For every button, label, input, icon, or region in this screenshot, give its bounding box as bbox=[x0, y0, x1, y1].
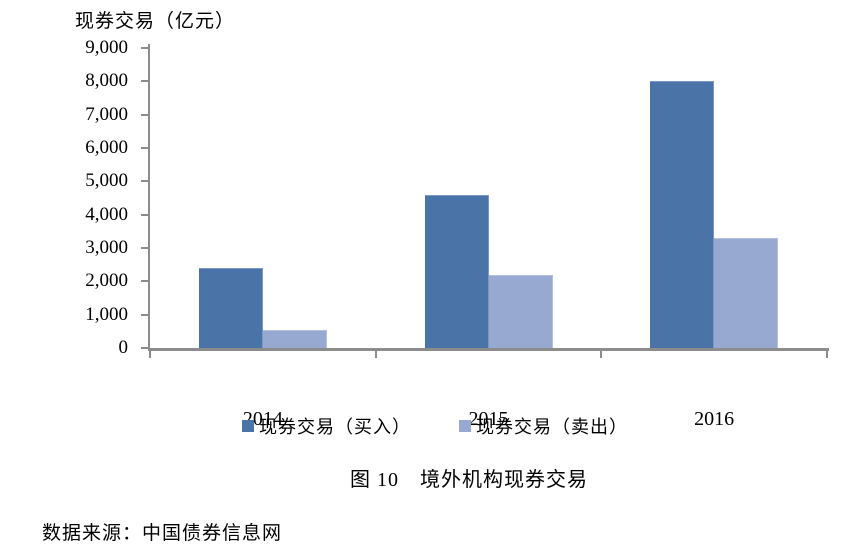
bar-2016-series-0 bbox=[650, 81, 714, 348]
y-axis-tick bbox=[141, 313, 148, 316]
y-axis-tick bbox=[141, 80, 148, 83]
bar-2015-series-1 bbox=[489, 275, 553, 348]
bar-2016-series-1 bbox=[714, 238, 778, 348]
y-axis-tick bbox=[141, 213, 148, 216]
x-axis-tick bbox=[600, 351, 603, 358]
y-axis-tick-label: 0 bbox=[118, 337, 129, 358]
y-axis-tick-label: 1,000 bbox=[85, 303, 128, 325]
y-axis-tick bbox=[141, 347, 148, 349]
y-axis-tick-label: 7,000 bbox=[85, 103, 128, 125]
legend-item-label: 现券交易（卖出） bbox=[476, 417, 628, 437]
x-axis-tick bbox=[826, 351, 828, 358]
y-axis-tick-label: 6,000 bbox=[85, 137, 128, 158]
y-axis-tick-label: 3,000 bbox=[85, 237, 128, 258]
y-axis-tick bbox=[141, 180, 148, 183]
legend-swatch-icon bbox=[459, 420, 471, 432]
y-axis-tick bbox=[141, 280, 148, 283]
legend-swatch-icon bbox=[242, 420, 254, 432]
figure-caption: 图 10 境外机构现券交易 bbox=[350, 469, 588, 491]
bar-2014-series-0 bbox=[199, 268, 263, 348]
bar-2014-series-1 bbox=[263, 330, 327, 348]
legend-item-0: 现券交易（买入） bbox=[242, 413, 411, 439]
y-axis-tick-label: 8,000 bbox=[85, 70, 128, 92]
y-axis-tick-label: 9,000 bbox=[85, 37, 128, 58]
x-axis-tick bbox=[149, 351, 151, 358]
legend-item-1: 现券交易（卖出） bbox=[459, 413, 628, 439]
y-axis-line bbox=[148, 44, 150, 351]
data-source-note: 数据来源：中国债券信息网 bbox=[42, 523, 283, 544]
y-axis-tick bbox=[141, 247, 148, 249]
y-axis-tick bbox=[141, 147, 148, 149]
chart-title: 现券交易（亿元） bbox=[75, 11, 236, 32]
plot-area: 2014 2015 2016 bbox=[141, 44, 829, 430]
x-axis-tick bbox=[374, 351, 377, 358]
legend-item-label: 现券交易（买入） bbox=[259, 417, 411, 437]
x-axis-line bbox=[148, 348, 829, 351]
x-axis-category-label: 2015 bbox=[468, 408, 509, 430]
y-axis-tick bbox=[141, 113, 148, 116]
y-axis-tick-label: 5,000 bbox=[85, 170, 128, 192]
chart-legend: 现券交易（买入） 现券交易（卖出） bbox=[242, 413, 628, 439]
bar-2015-series-0 bbox=[425, 195, 489, 348]
x-axis-category-label: 2016 bbox=[694, 408, 735, 430]
y-axis-tick-label: 4,000 bbox=[85, 203, 128, 225]
y-axis-tick bbox=[141, 47, 148, 49]
y-axis-tick-label: 2,000 bbox=[85, 270, 128, 292]
